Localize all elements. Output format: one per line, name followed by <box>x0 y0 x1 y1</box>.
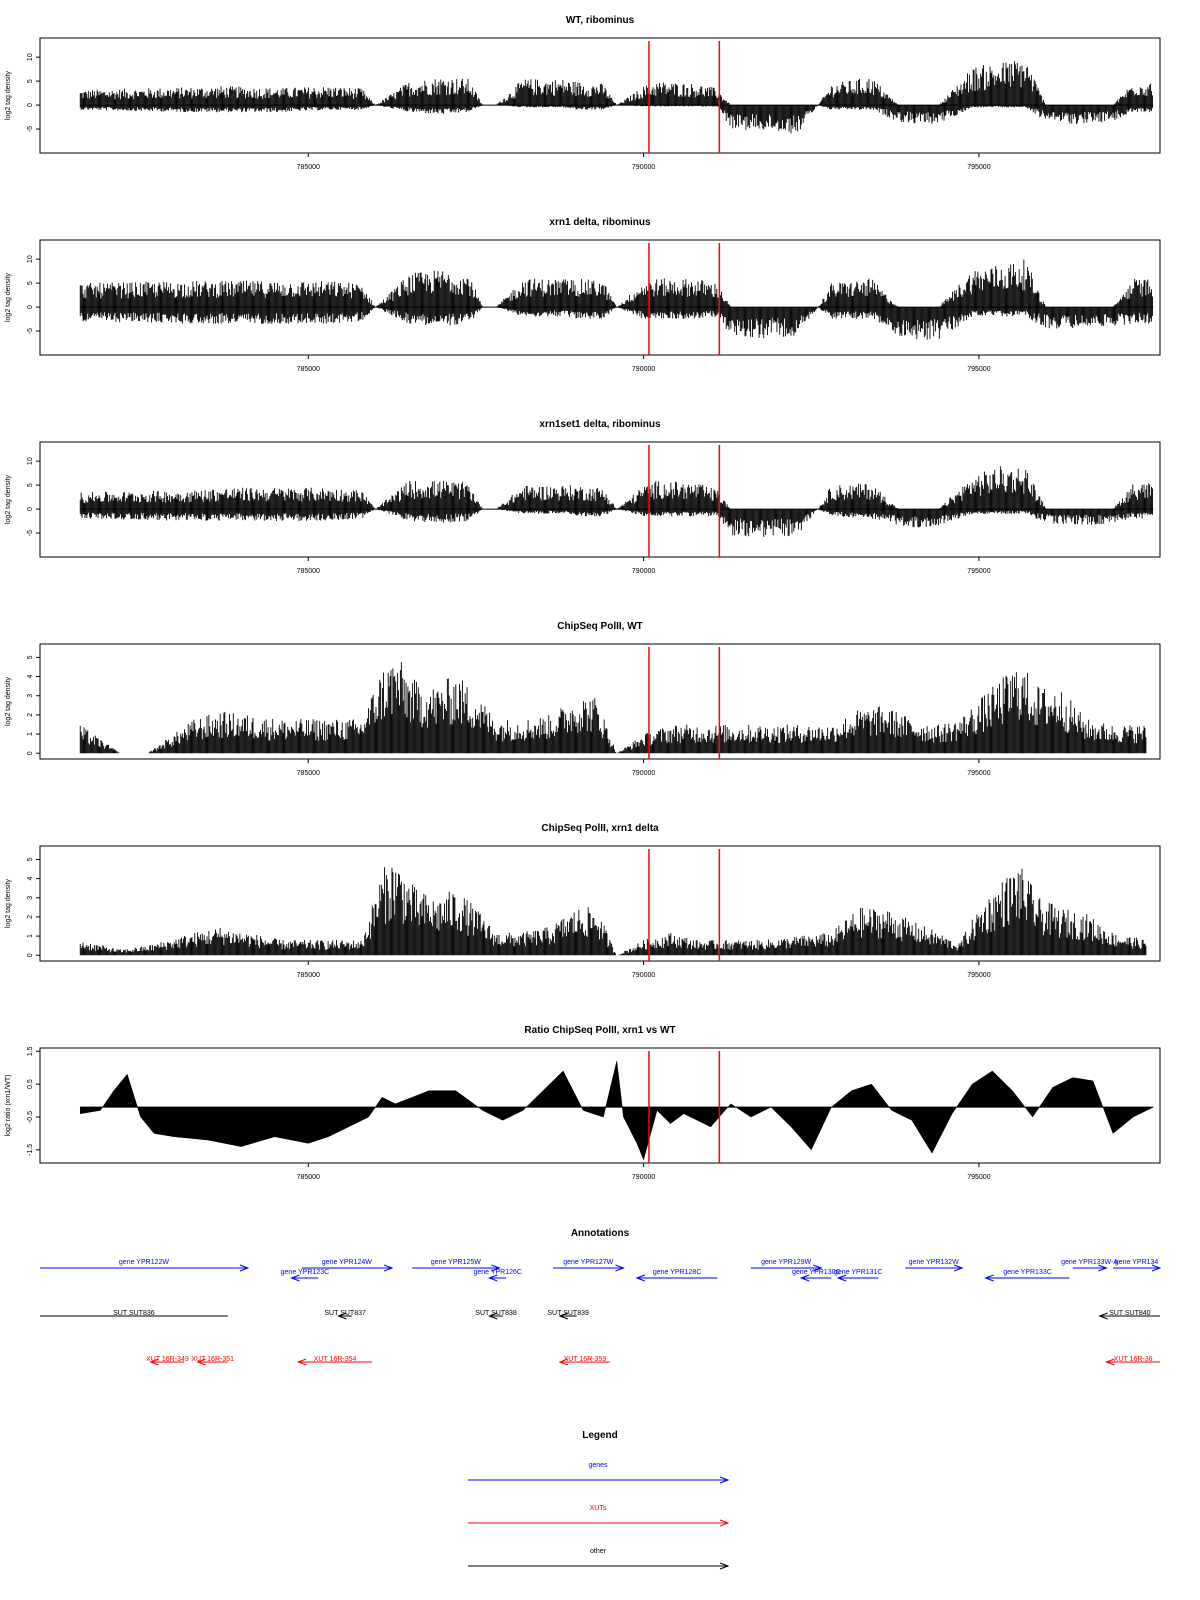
panel-2: xrn1 delta, ribominus -5 0 5 10 log2 tag dens… <box>5 217 1161 373</box>
y-tick-label: 5 <box>27 281 34 285</box>
y-tick-label: 5 <box>27 79 34 83</box>
y-tick-label: 0 <box>27 305 34 309</box>
x-tick-label: 785000 <box>297 164 320 171</box>
x-tick-label: 795000 <box>967 366 990 373</box>
panel-title: xrn1set1 delta, ribominus <box>539 419 661 430</box>
y-tick-label: 10 <box>27 53 34 61</box>
y-tick-label: -5 <box>27 328 34 334</box>
y-axis-label: log2 tag density <box>5 474 12 524</box>
y-axis-label: log2 tag density <box>5 70 12 120</box>
y-tick-label: -5 <box>27 530 34 536</box>
y-tick-label: 0 <box>27 103 34 107</box>
y-tick-label: 0 <box>27 507 34 511</box>
plot-frame <box>39 37 1161 154</box>
x-tick-label: 785000 <box>297 366 320 373</box>
plot-frame <box>39 441 1161 558</box>
density-bars <box>79 259 1153 340</box>
y-tick-label: 10 <box>27 457 34 465</box>
y-axis-label: log2 tag density <box>5 272 12 322</box>
density-bars <box>79 466 1153 537</box>
x-tick-label: 790000 <box>632 366 655 373</box>
x-tick-label: 785000 <box>297 568 320 575</box>
panel-title: WT, ribominus <box>566 15 635 26</box>
x-tick-label: 790000 <box>632 568 655 575</box>
plot-frame <box>39 239 1161 356</box>
y-tick-label: -5 <box>27 126 34 132</box>
y-tick-label: 5 <box>27 483 34 487</box>
panel-1: WT, ribominus -5 0 5 10 log2 tag density 78500… <box>5 15 1161 171</box>
x-tick-label: 795000 <box>967 164 990 171</box>
panel-title: xrn1 delta, ribominus <box>549 217 651 228</box>
x-tick-label: 795000 <box>967 568 990 575</box>
y-tick-label: 10 <box>27 255 34 263</box>
density-bars <box>79 61 1153 134</box>
x-tick-label: 790000 <box>632 164 655 171</box>
panel-3: xrn1set1 delta, ribominus -5 0 5 10 log2 tag … <box>5 419 1161 575</box>
